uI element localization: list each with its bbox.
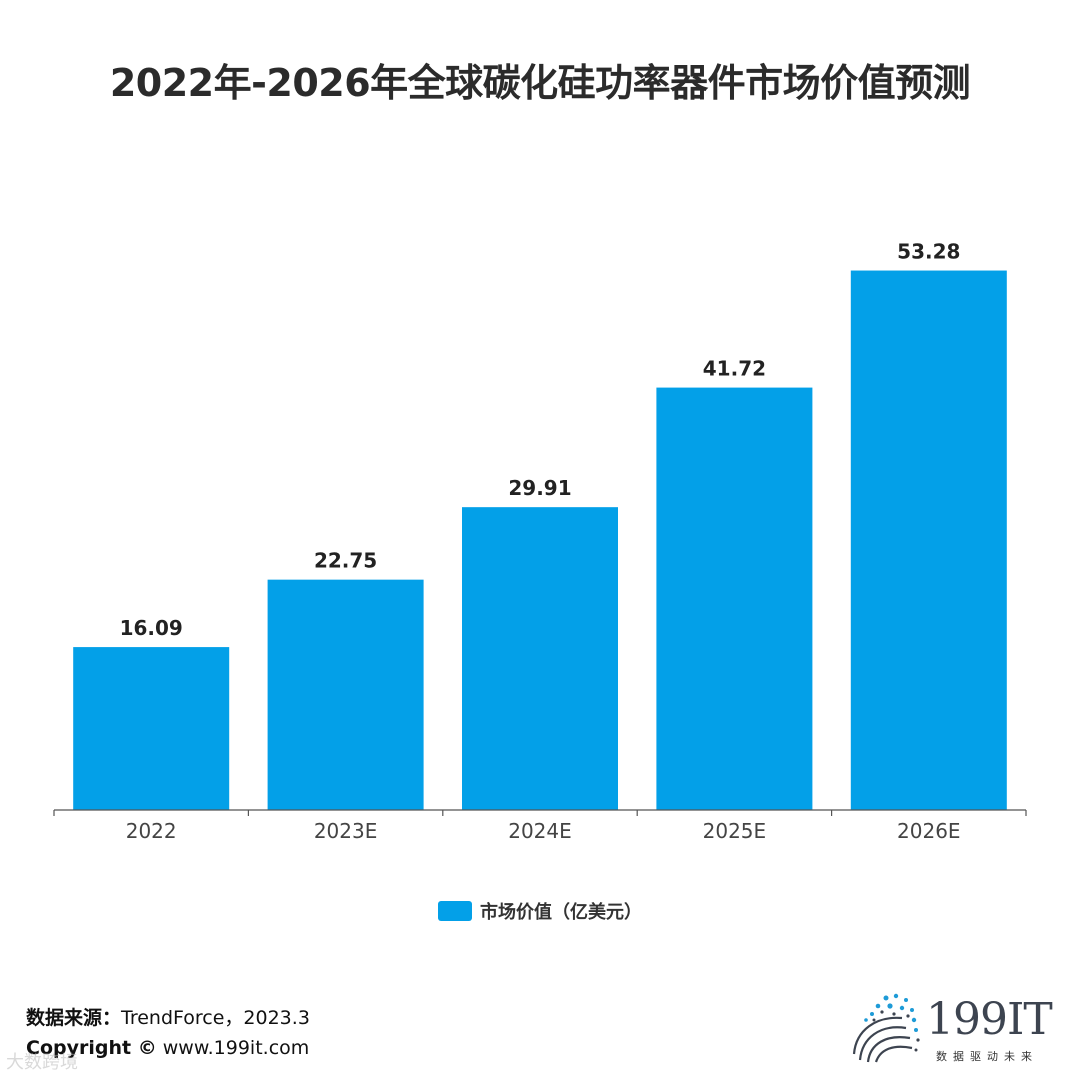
logo-tagline: 数据驱动未来 [936,1050,1038,1063]
bar-2023E [267,579,424,810]
logo-199it: 199IT 数据驱动未来 [846,990,1066,1070]
data-label-2024E: 29.91 [508,476,571,500]
copyright-url[interactable]: www.199it.com [162,1037,310,1059]
x-tick-label-2024E: 2024E [508,819,572,843]
copyright: Copyright © www.199it.com [26,1037,309,1059]
data-label-2025E: 41.72 [703,357,766,381]
x-tick-label-2022: 2022 [126,819,177,843]
source-label: 数据来源： [26,1007,122,1029]
source-value: TrendForce，2023.3 [121,1007,310,1029]
x-tick-label-2025E: 2025E [703,819,767,843]
x-tick-label-2023E: 2023E [314,819,378,843]
data-label-2026E: 53.28 [897,240,960,264]
logo-name: 199IT [926,994,1053,1045]
dot-swirl-logo-icon [852,993,920,1063]
data-label-2022: 16.09 [120,616,183,640]
data-source: 数据来源：TrendForce，2023.3 [26,1003,310,1030]
bar-chart: 16.09 2022 22.75 2023E 29.91 2024E 41.72 2025E 5… [53,240,1027,843]
copyright-label: Copyright © [26,1037,157,1059]
chart-title: 2022年-2026年全球碳化硅功率器件市场价值预测 [109,61,971,105]
bar-2024E [462,507,618,810]
legend: 市场价值（亿美元） [0,898,1080,924]
bar-2025E [656,387,813,810]
x-tick-label-2026E: 2026E [897,819,961,843]
data-label-2023E: 22.75 [314,549,377,573]
legend-label: 市场价值（亿美元） [480,902,642,923]
bar-2026E [850,270,1007,810]
watermark-text: 大数跨境 [6,1052,78,1073]
legend-swatch [438,901,472,921]
bar-2022 [73,647,230,810]
